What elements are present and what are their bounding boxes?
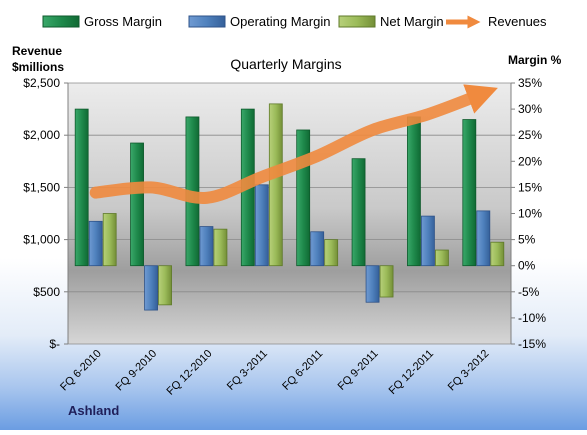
right-axis-ticks: -15% -10% -5% 0% 5% 10% 15% 20% 25% 30% 35% [511, 76, 546, 351]
right-tick-label: 30% [518, 102, 542, 116]
net-margin-bar [158, 265, 172, 306]
right-tick-label: 10% [518, 207, 542, 221]
left-tick-label: $1,000 [23, 233, 60, 247]
net-margin-bar [379, 265, 394, 298]
x-tick-label: FQ 6-2011 [280, 348, 325, 393]
x-tick-label: FQ 12-2010 [165, 348, 215, 398]
right-tick-label: -15% [518, 337, 546, 351]
gross-margin-bar [130, 142, 144, 267]
legend-label-revenues: Revenues [488, 14, 547, 29]
net-margin-bar [435, 249, 449, 267]
left-tick-label: $500 [33, 285, 60, 299]
right-tick-label: -10% [518, 311, 546, 325]
operating-margin-bar [476, 210, 491, 267]
left-tick-label: $- [49, 337, 60, 351]
left-tick-label: $1,500 [23, 180, 60, 194]
operating-margin-bar [365, 265, 380, 303]
left-axis-ticks: $- $500 $1,000 $1,500 $2,000 $2,500 [23, 76, 68, 351]
gross-margin-bar [296, 129, 311, 267]
right-tick-label: 20% [518, 154, 542, 168]
operating-margin-bar [310, 231, 325, 267]
net-margin-bar [102, 213, 117, 267]
legend-swatch-operating-margin [188, 15, 226, 28]
right-tick-label: 0% [518, 259, 536, 273]
legend-label-net-margin: Net Margin [380, 14, 444, 29]
right-tick-label: 5% [518, 233, 536, 247]
operating-margin-bar [88, 220, 103, 267]
net-margin-bar [268, 103, 283, 267]
gross-margin-bar [351, 158, 366, 267]
gross-margin-bar [462, 119, 477, 267]
legend: Gross Margin Operating Margin Net Margin… [42, 14, 547, 29]
x-tick-label: FQ 12-2011 [387, 348, 436, 397]
left-tick-label: $2,000 [23, 128, 60, 142]
x-tick-label: FQ 6-2010 [58, 348, 104, 394]
left-tick-label: $2,500 [23, 76, 60, 90]
legend-swatch-net-margin [338, 15, 376, 28]
operating-margin-bar [254, 184, 269, 267]
x-tick-label: FQ 3-2011 [225, 348, 270, 393]
net-margin-bar [324, 239, 339, 267]
right-tick-label: 25% [518, 128, 542, 142]
legend-label-operating-margin: Operating Margin [230, 14, 330, 29]
revenue-line-layer [89, 84, 498, 204]
right-axis-title: Margin % [508, 53, 562, 67]
chart-title: Quarterly Margins [230, 56, 341, 72]
left-axis-title-line2: $millions [12, 60, 64, 74]
revenues-line [89, 84, 498, 204]
right-tick-label: -5% [518, 285, 540, 299]
legend-swatch-gross-margin [42, 15, 80, 28]
x-tick-label: FQ 9-2011 [336, 348, 381, 393]
x-tick-label: FQ 3-2012 [446, 348, 492, 394]
net-margin-bar [213, 228, 228, 267]
legend-label-gross-margin: Gross Margin [84, 14, 162, 29]
operating-margin-bar [144, 265, 158, 311]
right-tick-label: 35% [518, 76, 542, 90]
x-axis-ticks: FQ 6-2010 FQ 9-2010 FQ 12-2010 FQ 3-2011 FQ … [58, 348, 491, 398]
net-margin-bar [490, 241, 505, 267]
operating-margin-bar [421, 215, 435, 267]
x-tick-label: FQ 9-2010 [114, 348, 160, 394]
company-label: Ashland [68, 403, 119, 418]
right-tick-label: 15% [518, 180, 542, 194]
left-axis-title-line1: Revenue [12, 44, 62, 58]
operating-margin-bar [199, 226, 214, 267]
gross-margin-bar [407, 116, 421, 267]
gross-margin-bar [74, 108, 89, 267]
